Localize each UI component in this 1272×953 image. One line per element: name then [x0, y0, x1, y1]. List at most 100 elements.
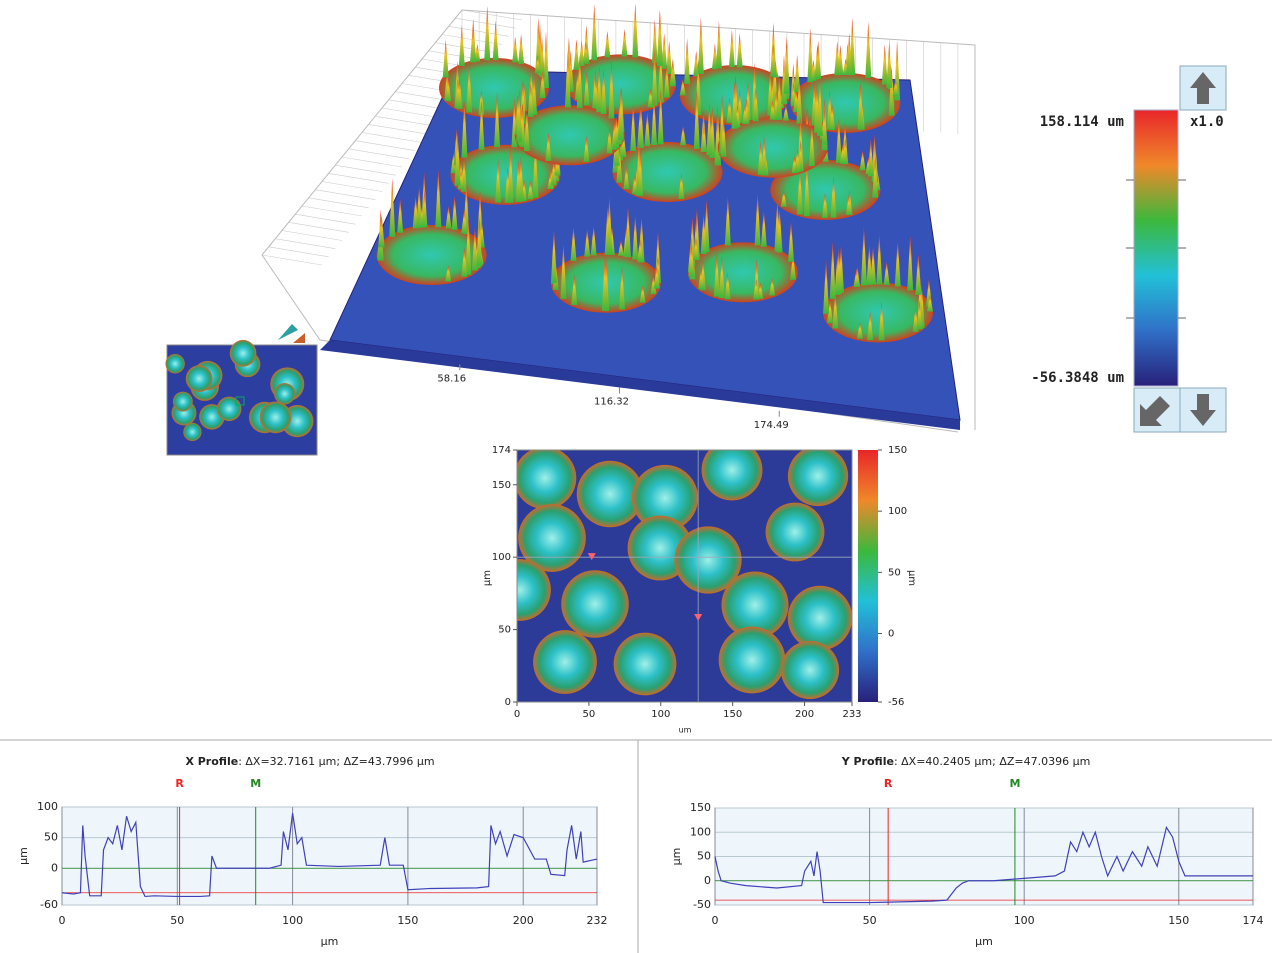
box-grid — [282, 231, 342, 241]
spike — [784, 36, 790, 94]
scale-up-button[interactable] — [1180, 66, 1226, 110]
z-limit-label: 158.114 um — [1040, 114, 1124, 130]
box-grid — [369, 124, 429, 134]
x-axis-label: um — [679, 726, 692, 735]
colorbar-label: µm — [906, 570, 917, 586]
x-axis-label: µm — [321, 935, 339, 948]
thumb-cell — [183, 423, 201, 441]
y-tick-label: 50 — [697, 850, 711, 863]
title-name: Y Profile — [841, 755, 894, 768]
x-profile: X Profile: ΔX=32.7161 µm; ΔZ=43.7996 µm 1… — [17, 755, 608, 948]
y-tick-label: 0 — [51, 861, 58, 874]
y-tick-label: 174 — [492, 445, 511, 456]
box-grid — [455, 18, 515, 28]
y-tick-label: 100 — [37, 800, 58, 813]
marker-label: R — [175, 777, 184, 790]
thumb-cell — [165, 354, 184, 373]
x-tick-label: 50 — [170, 914, 184, 927]
x-tick-label: 0 — [712, 914, 719, 927]
box-grid — [275, 239, 335, 249]
y-axis-label: µm — [482, 570, 493, 586]
thumb-cell — [260, 401, 292, 433]
x-tick-label: 100 — [1014, 914, 1035, 927]
viewer: 58.16 116.32 174.49 158.114 um -56.3848 um x1… — [0, 0, 1272, 953]
scale-down-button[interactable] — [1180, 388, 1226, 432]
box-grid — [449, 26, 509, 36]
x-tick-label: 200 — [795, 709, 814, 720]
box-grid — [269, 247, 329, 257]
x-tick-label: 116.32 — [594, 397, 629, 408]
y-tick-label: 150 — [690, 801, 711, 814]
thumb-cell — [274, 383, 295, 404]
surface-view[interactable]: 58.16 116.32 174.49 158.114 um -56.3848 um x1… — [262, 3, 1224, 432]
x-tick-label: 58.16 — [437, 373, 466, 384]
colorbar — [858, 450, 878, 702]
box-grid — [329, 173, 389, 183]
box-grid — [342, 157, 402, 167]
box-grid — [302, 206, 362, 216]
cell — [766, 503, 825, 562]
spike — [716, 21, 722, 68]
x-tick-label: 174.49 — [754, 420, 789, 431]
y-axis-label: µm — [670, 848, 683, 866]
cell — [489, 559, 551, 621]
box-grid — [322, 182, 382, 192]
title-detail: : ΔX=32.7161 µm; ΔZ=43.7996 µm — [238, 755, 434, 768]
z-limit-label: -56.3848 um — [1031, 370, 1124, 386]
spike — [657, 10, 663, 66]
box-grid — [309, 198, 369, 208]
box-grid — [289, 222, 349, 232]
y-tick-label: 50 — [44, 831, 58, 844]
cell — [614, 633, 677, 696]
y-tick-label: 0 — [505, 697, 511, 708]
x-tick-label: 100 — [282, 914, 303, 927]
box-grid — [375, 116, 435, 126]
box-grid — [315, 190, 375, 200]
colorbar-tick-label: 150 — [888, 445, 907, 456]
y-tick-label: 50 — [498, 625, 511, 636]
spike — [886, 42, 892, 88]
y-tick-label: 0 — [704, 874, 711, 887]
thumb-cell — [217, 397, 242, 422]
zoom-label: x1.0 — [1190, 114, 1224, 130]
cell — [561, 570, 629, 638]
handle — [278, 324, 298, 340]
thumbnail[interactable] — [165, 340, 317, 455]
x-tick-label: 200 — [513, 914, 534, 927]
cell — [702, 440, 763, 501]
thumb-cell — [186, 365, 213, 392]
cell — [514, 447, 577, 510]
box-grid — [349, 149, 409, 159]
spike — [737, 33, 743, 67]
colorbar-tick-label: 50 — [888, 567, 901, 578]
colorbar — [1134, 110, 1178, 386]
x-tick-label: 50 — [863, 914, 877, 927]
cell — [781, 641, 839, 699]
cell — [533, 630, 597, 694]
box-grid — [262, 255, 322, 265]
x-tick-label: 150 — [1168, 914, 1189, 927]
spike — [573, 39, 579, 70]
box-grid — [295, 214, 355, 224]
cell — [788, 446, 848, 506]
marker-label: R — [884, 777, 893, 790]
box-grid — [355, 141, 415, 151]
thumb-cell — [230, 340, 257, 367]
spike — [865, 22, 871, 78]
y-tick-label: -50 — [693, 898, 711, 911]
y-tick-label: 100 — [492, 552, 511, 563]
title-name: X Profile — [185, 755, 238, 768]
spike — [459, 25, 465, 66]
x-tick-label: 100 — [651, 709, 670, 720]
marker-label: M — [1009, 777, 1020, 790]
x-tick-label: 232 — [587, 914, 608, 927]
x-tick-label: 174 — [1243, 914, 1264, 927]
reset-button[interactable] — [1134, 388, 1180, 432]
spike — [443, 40, 449, 78]
colorbar-tick-label: -56 — [888, 697, 904, 708]
handle — [293, 333, 305, 343]
spike — [684, 38, 690, 84]
y-tick-label: 100 — [690, 825, 711, 838]
box-grid — [362, 133, 422, 143]
